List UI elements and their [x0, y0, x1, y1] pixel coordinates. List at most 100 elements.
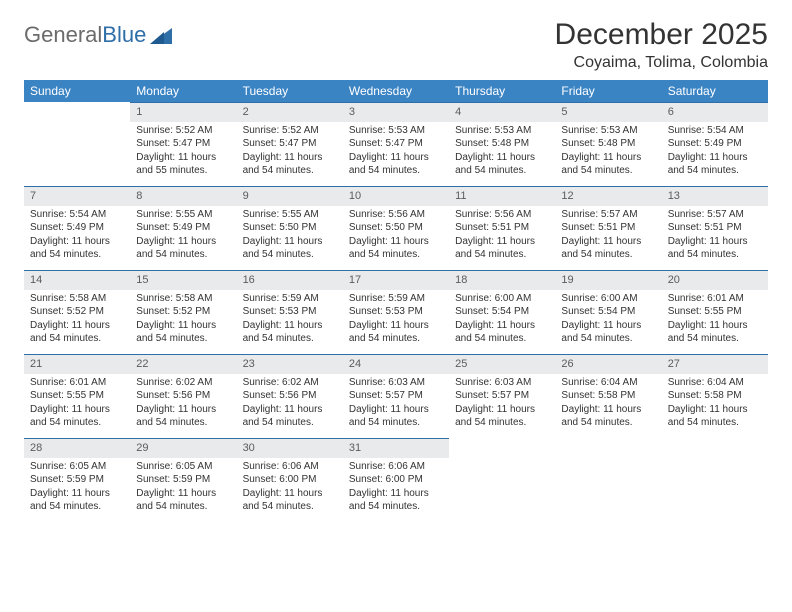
daylight-line: Daylight: 11 hours and 54 minutes. — [668, 235, 762, 262]
daylight-line: Daylight: 11 hours and 54 minutes. — [455, 235, 549, 262]
sunrise-line: Sunrise: 5:55 AM — [136, 208, 230, 222]
daylight-line: Daylight: 11 hours and 54 minutes. — [349, 151, 443, 178]
day-body: Sunrise: 6:04 AMSunset: 5:58 PMDaylight:… — [555, 374, 661, 434]
weekday-header: Saturday — [662, 80, 768, 102]
sunrise-line: Sunrise: 5:57 AM — [668, 208, 762, 222]
calendar-cell: 4Sunrise: 5:53 AMSunset: 5:48 PMDaylight… — [449, 102, 555, 186]
calendar-cell: 31Sunrise: 6:06 AMSunset: 6:00 PMDayligh… — [343, 438, 449, 522]
sunset-line: Sunset: 5:57 PM — [455, 389, 549, 403]
calendar-cell: 1Sunrise: 5:52 AMSunset: 5:47 PMDaylight… — [130, 102, 236, 186]
logo: GeneralBlue — [24, 18, 172, 48]
calendar-cell: 27Sunrise: 6:04 AMSunset: 5:58 PMDayligh… — [662, 354, 768, 438]
calendar-cell: 3Sunrise: 5:53 AMSunset: 5:47 PMDaylight… — [343, 102, 449, 186]
daylight-line: Daylight: 11 hours and 54 minutes. — [561, 235, 655, 262]
day-number: 20 — [662, 270, 768, 290]
sunrise-line: Sunrise: 5:55 AM — [243, 208, 337, 222]
day-body: Sunrise: 6:05 AMSunset: 5:59 PMDaylight:… — [24, 458, 130, 518]
sunset-line: Sunset: 5:47 PM — [243, 137, 337, 151]
day-number: 3 — [343, 102, 449, 122]
sunset-line: Sunset: 5:53 PM — [243, 305, 337, 319]
daylight-line: Daylight: 11 hours and 54 minutes. — [30, 403, 124, 430]
daylight-line: Daylight: 11 hours and 54 minutes. — [136, 487, 230, 514]
sunrise-line: Sunrise: 5:58 AM — [30, 292, 124, 306]
sunrise-line: Sunrise: 5:53 AM — [455, 124, 549, 138]
calendar-cell: 18Sunrise: 6:00 AMSunset: 5:54 PMDayligh… — [449, 270, 555, 354]
daylight-line: Daylight: 11 hours and 54 minutes. — [136, 403, 230, 430]
daylight-line: Daylight: 11 hours and 54 minutes. — [30, 319, 124, 346]
sunset-line: Sunset: 5:50 PM — [243, 221, 337, 235]
calendar-cell: 12Sunrise: 5:57 AMSunset: 5:51 PMDayligh… — [555, 186, 661, 270]
sunrise-line: Sunrise: 5:56 AM — [349, 208, 443, 222]
day-number: 14 — [24, 270, 130, 290]
sunset-line: Sunset: 5:47 PM — [349, 137, 443, 151]
daylight-line: Daylight: 11 hours and 54 minutes. — [30, 235, 124, 262]
calendar-cell: 21Sunrise: 6:01 AMSunset: 5:55 PMDayligh… — [24, 354, 130, 438]
calendar-week-row: 28Sunrise: 6:05 AMSunset: 5:59 PMDayligh… — [24, 438, 768, 522]
sunrise-line: Sunrise: 6:06 AM — [243, 460, 337, 474]
sunset-line: Sunset: 5:59 PM — [30, 473, 124, 487]
sunrise-line: Sunrise: 5:59 AM — [243, 292, 337, 306]
sunset-line: Sunset: 5:51 PM — [455, 221, 549, 235]
sunset-line: Sunset: 5:52 PM — [30, 305, 124, 319]
daylight-line: Daylight: 11 hours and 54 minutes. — [455, 403, 549, 430]
logo-text: GeneralBlue — [24, 22, 146, 48]
day-body: Sunrise: 5:59 AMSunset: 5:53 PMDaylight:… — [237, 290, 343, 350]
sunrise-line: Sunrise: 6:00 AM — [561, 292, 655, 306]
logo-part1: General — [24, 22, 102, 47]
day-body: Sunrise: 5:53 AMSunset: 5:48 PMDaylight:… — [555, 122, 661, 182]
day-body: Sunrise: 6:00 AMSunset: 5:54 PMDaylight:… — [449, 290, 555, 350]
day-number: 26 — [555, 354, 661, 374]
day-number: 23 — [237, 354, 343, 374]
sunset-line: Sunset: 5:49 PM — [30, 221, 124, 235]
calendar-cell: 17Sunrise: 5:59 AMSunset: 5:53 PMDayligh… — [343, 270, 449, 354]
day-number: 11 — [449, 186, 555, 206]
day-body: Sunrise: 5:58 AMSunset: 5:52 PMDaylight:… — [24, 290, 130, 350]
calendar-cell: 19Sunrise: 6:00 AMSunset: 5:54 PMDayligh… — [555, 270, 661, 354]
day-body: Sunrise: 5:52 AMSunset: 5:47 PMDaylight:… — [237, 122, 343, 182]
daylight-line: Daylight: 11 hours and 54 minutes. — [668, 403, 762, 430]
day-number: 8 — [130, 186, 236, 206]
sunset-line: Sunset: 5:50 PM — [349, 221, 443, 235]
calendar-table: SundayMondayTuesdayWednesdayThursdayFrid… — [24, 80, 768, 522]
calendar-cell: 24Sunrise: 6:03 AMSunset: 5:57 PMDayligh… — [343, 354, 449, 438]
logo-triangle-icon — [150, 26, 172, 44]
daylight-line: Daylight: 11 hours and 54 minutes. — [243, 487, 337, 514]
calendar-cell: 14Sunrise: 5:58 AMSunset: 5:52 PMDayligh… — [24, 270, 130, 354]
sunset-line: Sunset: 5:47 PM — [136, 137, 230, 151]
sunrise-line: Sunrise: 6:00 AM — [455, 292, 549, 306]
day-number: 12 — [555, 186, 661, 206]
weekday-header: Friday — [555, 80, 661, 102]
calendar-cell — [449, 438, 555, 522]
day-number: 10 — [343, 186, 449, 206]
day-number: 31 — [343, 438, 449, 458]
daylight-line: Daylight: 11 hours and 54 minutes. — [30, 487, 124, 514]
calendar-cell: 16Sunrise: 5:59 AMSunset: 5:53 PMDayligh… — [237, 270, 343, 354]
calendar-week-row: 7Sunrise: 5:54 AMSunset: 5:49 PMDaylight… — [24, 186, 768, 270]
sunrise-line: Sunrise: 6:03 AM — [349, 376, 443, 390]
calendar-cell: 25Sunrise: 6:03 AMSunset: 5:57 PMDayligh… — [449, 354, 555, 438]
calendar-cell: 8Sunrise: 5:55 AMSunset: 5:49 PMDaylight… — [130, 186, 236, 270]
title-block: December 2025 Coyaima, Tolima, Colombia — [555, 18, 768, 72]
daylight-line: Daylight: 11 hours and 54 minutes. — [349, 403, 443, 430]
daylight-line: Daylight: 11 hours and 54 minutes. — [243, 403, 337, 430]
sunset-line: Sunset: 5:55 PM — [30, 389, 124, 403]
calendar-cell: 13Sunrise: 5:57 AMSunset: 5:51 PMDayligh… — [662, 186, 768, 270]
calendar-body: 1Sunrise: 5:52 AMSunset: 5:47 PMDaylight… — [24, 102, 768, 522]
day-body: Sunrise: 5:55 AMSunset: 5:50 PMDaylight:… — [237, 206, 343, 266]
calendar-week-row: 21Sunrise: 6:01 AMSunset: 5:55 PMDayligh… — [24, 354, 768, 438]
day-body: Sunrise: 6:06 AMSunset: 6:00 PMDaylight:… — [237, 458, 343, 518]
sunset-line: Sunset: 5:49 PM — [668, 137, 762, 151]
sunrise-line: Sunrise: 6:01 AM — [668, 292, 762, 306]
calendar-cell: 29Sunrise: 6:05 AMSunset: 5:59 PMDayligh… — [130, 438, 236, 522]
day-body: Sunrise: 5:53 AMSunset: 5:47 PMDaylight:… — [343, 122, 449, 182]
weekday-header: Tuesday — [237, 80, 343, 102]
sunset-line: Sunset: 5:53 PM — [349, 305, 443, 319]
sunrise-line: Sunrise: 5:54 AM — [668, 124, 762, 138]
day-number: 27 — [662, 354, 768, 374]
sunrise-line: Sunrise: 5:52 AM — [136, 124, 230, 138]
weekday-header: Wednesday — [343, 80, 449, 102]
sunrise-line: Sunrise: 5:54 AM — [30, 208, 124, 222]
day-number: 13 — [662, 186, 768, 206]
weekday-header: Sunday — [24, 80, 130, 102]
day-body: Sunrise: 5:56 AMSunset: 5:50 PMDaylight:… — [343, 206, 449, 266]
